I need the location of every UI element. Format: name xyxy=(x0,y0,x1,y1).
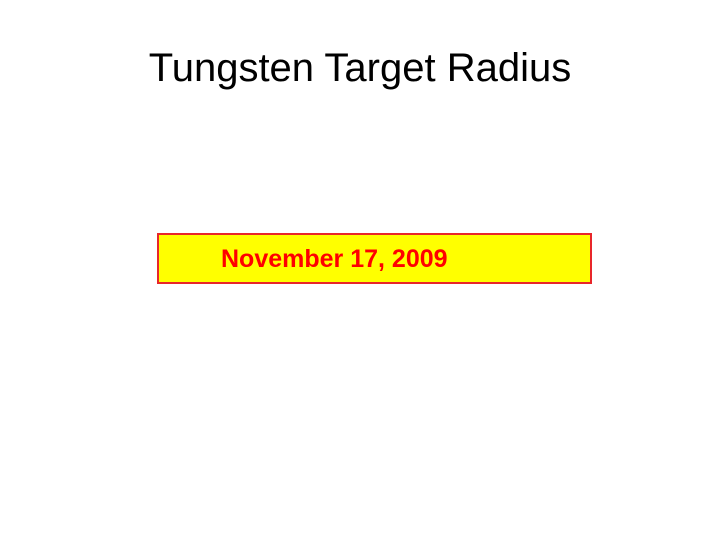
date-banner-text: November 17, 2009 xyxy=(221,245,448,273)
slide-title: Tungsten Target Radius xyxy=(148,46,572,90)
date-banner: November 17, 2009 xyxy=(157,233,592,284)
